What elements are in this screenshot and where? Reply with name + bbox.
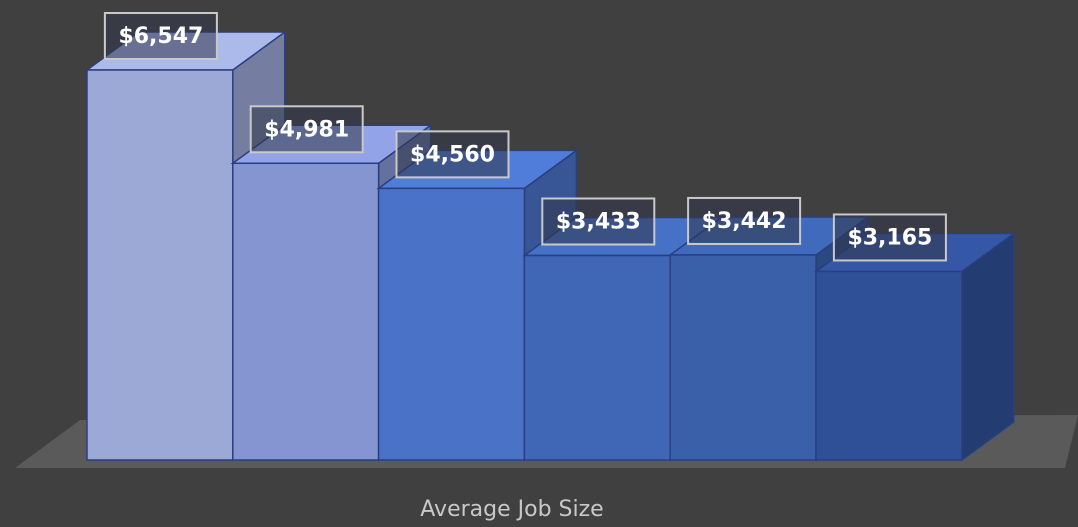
value-label-box (395, 130, 510, 179)
value-label-box (103, 12, 218, 60)
value-label-box (249, 105, 364, 154)
bar (669, 254, 817, 461)
value-label-box (687, 196, 802, 245)
bar (523, 254, 671, 461)
value-label: $4,560 (410, 142, 495, 167)
value-label: $4,981 (264, 117, 349, 142)
bar (86, 69, 234, 461)
value-label: $6,547 (118, 24, 203, 49)
bar (232, 162, 380, 461)
x-axis-label: Average Job Size (420, 497, 603, 522)
value-label: $3,433 (556, 209, 641, 234)
bar (815, 270, 963, 461)
bar-side (961, 231, 1015, 462)
value-label-box (832, 213, 947, 262)
value-label-box (541, 197, 656, 246)
bar (377, 187, 526, 461)
value-label: $3,165 (847, 225, 932, 250)
value-label: $3,442 (702, 209, 787, 234)
